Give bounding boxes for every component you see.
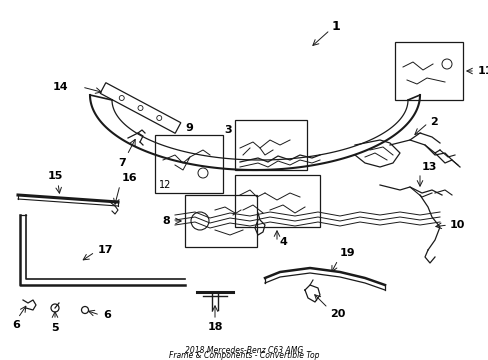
Text: 6: 6 bbox=[12, 320, 20, 330]
Text: 2: 2 bbox=[429, 117, 437, 127]
Text: 20: 20 bbox=[329, 309, 345, 319]
Text: 10: 10 bbox=[449, 220, 465, 230]
Text: 5: 5 bbox=[51, 323, 59, 333]
Text: 14: 14 bbox=[52, 82, 68, 92]
Text: Frame & Components - Convertible Top: Frame & Components - Convertible Top bbox=[168, 351, 319, 360]
Text: 3: 3 bbox=[224, 125, 231, 135]
Bar bbox=[155, 135, 223, 193]
Text: 11: 11 bbox=[477, 66, 488, 76]
Bar bbox=[235, 120, 306, 170]
Text: 4: 4 bbox=[279, 237, 286, 247]
Bar bbox=[235, 175, 319, 227]
Text: 13: 13 bbox=[421, 162, 436, 172]
Text: 6: 6 bbox=[103, 310, 111, 320]
Text: 7: 7 bbox=[118, 158, 125, 168]
Bar bbox=[394, 42, 462, 100]
Text: 19: 19 bbox=[339, 248, 355, 258]
Text: 9: 9 bbox=[184, 123, 193, 133]
Text: 8: 8 bbox=[162, 216, 170, 226]
Text: 17: 17 bbox=[98, 245, 113, 255]
Bar bbox=[184, 195, 257, 247]
Text: 16: 16 bbox=[122, 173, 137, 183]
Text: 18: 18 bbox=[207, 322, 223, 332]
Text: 2018 Mercedes-Benz C63 AMG: 2018 Mercedes-Benz C63 AMG bbox=[184, 346, 303, 355]
Text: 1: 1 bbox=[331, 21, 340, 33]
Text: 15: 15 bbox=[47, 171, 62, 181]
Text: 12: 12 bbox=[159, 180, 171, 190]
